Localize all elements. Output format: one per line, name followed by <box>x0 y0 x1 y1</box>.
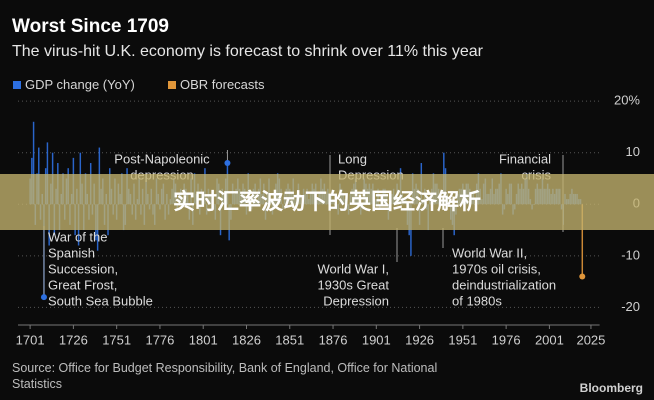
annotation: Post-Napoleonic <box>114 151 210 166</box>
source: Source: Office for Budget Responsibility… <box>12 361 437 391</box>
y-tick-label: -20 <box>621 299 640 314</box>
annotation: World War I, <box>317 261 389 276</box>
y-tick-label: 10 <box>626 144 640 159</box>
annotation: Succession, <box>48 261 118 276</box>
x-tick-label: 2025 <box>576 332 605 347</box>
annotation-dot <box>40 294 47 301</box>
bar <box>32 121 35 205</box>
chart-subtitle: The virus-hit U.K. economy is forecast t… <box>12 43 484 60</box>
annotation: World War II, <box>452 245 527 260</box>
annotation: Spanish <box>48 245 95 260</box>
legend-label: GDP change (YoY) <box>25 77 135 92</box>
x-tick-label: 1701 <box>16 332 45 347</box>
annotation: South Sea Bubble <box>48 293 153 308</box>
x-tick-label: 1801 <box>189 332 218 347</box>
annotation: of 1980s <box>452 293 502 308</box>
x-tick-label: 1976 <box>492 332 521 347</box>
bar <box>410 204 412 256</box>
y-tick-label: -10 <box>621 247 640 262</box>
x-tick-label: 1951 <box>448 332 477 347</box>
annotation-dot <box>224 160 231 167</box>
overlay-banner <box>0 174 654 230</box>
x-tick-label: 1926 <box>405 332 434 347</box>
y-tick-label: 20% <box>614 93 640 108</box>
bar <box>46 142 49 205</box>
x-tick-label: 1876 <box>319 332 348 347</box>
x-tick-label: 2001 <box>535 332 564 347</box>
x-tick-label: 1826 <box>232 332 261 347</box>
annotation: War of the <box>48 229 107 244</box>
annotation: Financial <box>499 151 551 166</box>
x-tick-label: 1726 <box>59 332 88 347</box>
chart-title: Worst Since 1709 <box>12 16 169 37</box>
legend-swatch <box>13 81 21 89</box>
annotation: Depression <box>323 293 389 308</box>
x-tick-label: 1776 <box>145 332 174 347</box>
annotation: 1970s oil crisis, <box>452 261 541 276</box>
brand: Bloomberg <box>580 381 643 395</box>
bar <box>581 204 584 277</box>
legend-label: OBR forecasts <box>180 77 265 92</box>
annotation: Great Frost, <box>48 277 117 292</box>
annotation: 1930s Great <box>317 277 389 292</box>
x-tick-label: 1751 <box>102 332 131 347</box>
x-tick-label: 1901 <box>362 332 391 347</box>
annotation: deindustrialization <box>452 277 556 292</box>
overlay-title: 实时汇率波动下的英国经济解析 <box>173 189 481 214</box>
legend-swatch <box>168 81 176 89</box>
forecast-dot <box>579 273 586 280</box>
annotation: Long <box>338 151 367 166</box>
x-tick-label: 1851 <box>275 332 304 347</box>
